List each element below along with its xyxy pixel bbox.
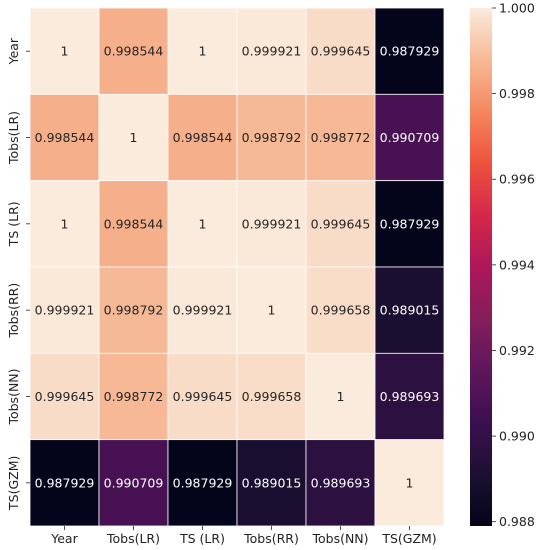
- heatmap-cell: [236, 7, 307, 95]
- colorbar: 0.988 0.990 0.992 0.994 0.996 0.998 1.000: [470, 1, 535, 529]
- heatmap-cell: [98, 7, 169, 95]
- heatmap-cell: [98, 266, 169, 354]
- heatmap-cell-label: 0.998792: [242, 130, 302, 145]
- colorbar-gradient: [470, 8, 492, 526]
- heatmap-cell-label: 0.999921: [173, 303, 233, 318]
- heatmap-cell: [305, 7, 376, 95]
- heatmap-cell: [167, 352, 238, 441]
- y-tick-label: Tobs(NN): [6, 368, 21, 425]
- heatmap-cell-label: 0.998544: [104, 44, 164, 59]
- heatmap-cell: [29, 439, 100, 527]
- heatmap-cell: [167, 180, 238, 268]
- x-tick-label: Tobs(RR): [243, 531, 299, 546]
- heatmap-cell-label: 0.989015: [242, 475, 302, 490]
- colorbar-tick-label: 0.994: [499, 257, 535, 272]
- x-tick-label: TS(GZM): [381, 531, 436, 546]
- heatmap-cell-label: 0.998772: [311, 130, 371, 145]
- heatmap-cell: [29, 266, 100, 354]
- heatmap-cell-label: 0.998772: [104, 389, 164, 404]
- heatmap-cell: [29, 7, 100, 95]
- colorbar-tick-label: 0.996: [499, 172, 535, 187]
- heatmap-cell-labels: 1 0.998544 1 0.999921 0.999645 0.987929 0.9985…: [35, 44, 440, 491]
- x-tick-label: TS (LR): [179, 531, 225, 546]
- colorbar-tick-label: 0.992: [499, 343, 535, 358]
- heatmap-cell-label: 0.989693: [311, 475, 371, 490]
- heatmap-cell: [167, 7, 238, 95]
- heatmap-cell: [236, 180, 307, 268]
- x-axis-ticks: Year Tobs(LR) TS (LR) Tobs(RR) Tobs(NN) TS(GZ…: [50, 526, 437, 546]
- heatmap-cell: [305, 352, 376, 441]
- heatmap-cell-label: 1: [337, 389, 345, 404]
- heatmap-cell: [374, 266, 445, 354]
- heatmap-cell-label: 1: [406, 475, 414, 490]
- heatmap-cell-label: 0.999921: [242, 216, 302, 231]
- y-axis-ticks: Year Tobs(LR) TS (LR) Tobs(RR) Tobs(NN) TS(GZ…: [6, 37, 30, 511]
- colorbar-tick-label: 0.998: [499, 86, 535, 101]
- heatmap-cell: [167, 266, 238, 354]
- heatmap-cell-label: 1: [268, 303, 276, 318]
- heatmap-cell: [98, 180, 169, 268]
- y-tick-label: Tobs(RR): [6, 283, 21, 339]
- heatmap-cell-label: 1: [199, 44, 207, 59]
- heatmap-cell-label: 0.987929: [173, 475, 233, 490]
- heatmap-cell-label: 0.990709: [104, 475, 164, 490]
- heatmap-cell-label: 0.987929: [380, 44, 440, 59]
- heatmap-cell-label: 1: [61, 216, 69, 231]
- heatmap-cell-label: 0.987929: [35, 475, 95, 490]
- heatmap-cell-label: 1: [130, 130, 138, 145]
- heatmap-cell: [29, 180, 100, 268]
- heatmap-cell: [374, 93, 445, 182]
- y-tick-label: TS(GZM): [6, 456, 21, 511]
- colorbar-tick-label: 0.988: [499, 514, 535, 529]
- heatmap-cell: [236, 93, 307, 182]
- heatmap-cell: [374, 7, 445, 95]
- heatmap-cell-label: 0.990709: [380, 130, 440, 145]
- heatmap-cell: [374, 180, 445, 268]
- heatmap-cells: [29, 7, 445, 527]
- heatmap-cell-label: 0.999658: [242, 389, 302, 404]
- heatmap-cell-label: 0.999645: [311, 44, 371, 59]
- heatmap-cell-label: 0.989693: [380, 389, 440, 404]
- heatmap-cell: [98, 93, 169, 182]
- x-tick-label: Year: [50, 531, 78, 546]
- heatmap-cell: [305, 439, 376, 527]
- heatmap-cell: [29, 352, 100, 441]
- heatmap-cell-label: 1: [61, 44, 69, 59]
- heatmap-cell: [305, 180, 376, 268]
- heatmap-cell-label: 0.999645: [311, 216, 371, 231]
- x-tick-label: Tobs(LR): [106, 531, 160, 546]
- heatmap-cell-label: 0.998544: [104, 216, 164, 231]
- y-tick-label: Year: [6, 37, 21, 65]
- x-tick-label: Tobs(NN): [311, 531, 368, 546]
- heatmap-cell: [236, 352, 307, 441]
- heatmap-cell: [236, 266, 307, 354]
- heatmap-cell-label: 0.998544: [35, 130, 95, 145]
- heatmap-cell-label: 0.999645: [35, 389, 95, 404]
- heatmap-cell-label: 0.999921: [242, 44, 302, 59]
- heatmap-cell: [374, 352, 445, 441]
- heatmap-cell: [374, 439, 445, 527]
- heatmap-cell-label: 0.989015: [380, 303, 440, 318]
- heatmap-cell-label: 0.998792: [104, 303, 164, 318]
- heatmap-cell-label: 0.999658: [311, 303, 371, 318]
- y-tick-label: TS (LR): [6, 201, 21, 247]
- heatmap-cell-label: 0.998544: [173, 130, 233, 145]
- heatmap-cell-label: 1: [199, 216, 207, 231]
- colorbar-tick-label: 1.000: [499, 1, 535, 16]
- heatmap-cell-label: 0.999921: [35, 303, 95, 318]
- y-tick-label: Tobs(LR): [6, 111, 21, 165]
- colorbar-tick-label: 0.990: [499, 429, 535, 444]
- heatmap-cell: [305, 266, 376, 354]
- heatmap-cell-label: 0.999645: [173, 389, 233, 404]
- heatmap-cell-label: 0.987929: [380, 216, 440, 231]
